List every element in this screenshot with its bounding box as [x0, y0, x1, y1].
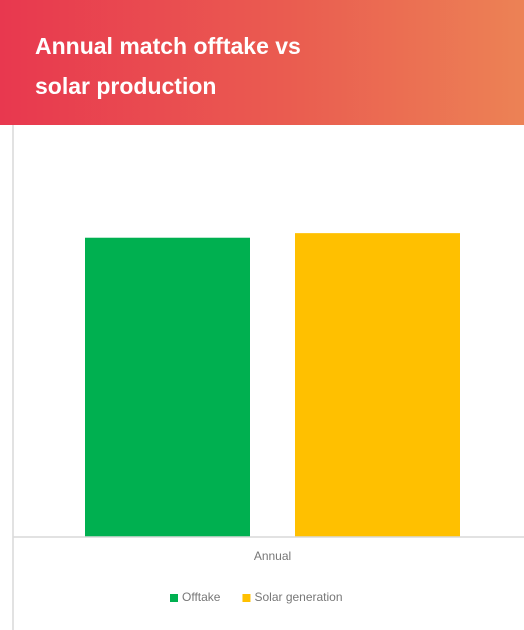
legend-label: Solar generation [254, 590, 342, 604]
legend-swatch [242, 594, 251, 602]
bar [85, 237, 250, 537]
x-tick-label: Annual [254, 549, 291, 563]
chart-title: Annual match offtake vs solar production [35, 33, 301, 99]
bar [295, 233, 460, 537]
header: Annual match offtake vs solar production [0, 0, 524, 125]
legend-swatch [170, 594, 178, 602]
legend-label: Offtake [182, 590, 221, 604]
